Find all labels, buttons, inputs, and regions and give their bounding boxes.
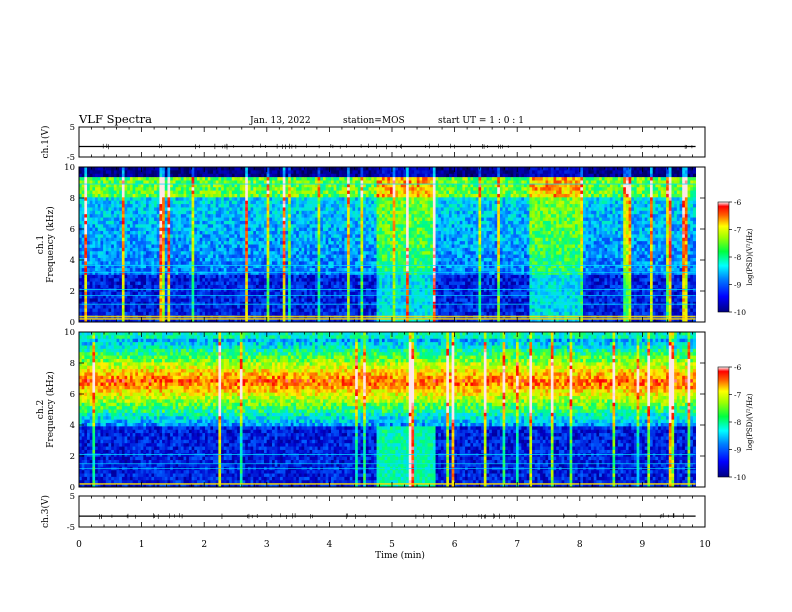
x-axis: Time (min) 0 1 2 3 4 5 6 7 8 9 10: [76, 540, 711, 561]
ch1-spectrogram-panel: 0 2 4 6 8 10 ch.1 Frequency (kHz): [36, 163, 706, 328]
x-tick-label: 9: [640, 540, 646, 550]
y-tick-label: 8: [70, 194, 75, 204]
colorbar-gradient: [717, 201, 730, 313]
y-tick-label: 10: [64, 328, 75, 338]
colorbar-tick-label: -8: [734, 418, 742, 427]
y-tick-label: 5: [70, 123, 75, 133]
x-tick-label: 6: [452, 540, 458, 550]
y-tick-label: 2: [70, 287, 75, 297]
y-tick-label: 8: [70, 359, 75, 369]
ch2-spectrogram-panel: 0 2 4 6 8 10 ch.2 Frequency (kHz): [36, 328, 706, 493]
x-tick-label: 5: [389, 540, 395, 550]
y-tick-label: 6: [70, 225, 75, 235]
colorbar-ch2: -6 -7 -8 -9 -10 log(PSD)(V²/Hz): [717, 363, 754, 482]
ch1-voltage-panel: 5 -5 ch.1(V): [40, 123, 706, 163]
y-tick-label: 0: [70, 318, 75, 328]
y-tick-label: -5: [67, 523, 75, 533]
y-tick-label: 5: [70, 492, 75, 502]
y-tick-label: 2: [70, 452, 75, 462]
y-axis-label: Frequency (kHz): [45, 371, 56, 448]
colorbar-gradient: [717, 366, 730, 478]
x-tick-label: 2: [201, 540, 207, 550]
colorbar-label: log(PSD)(V²/Hz): [746, 393, 754, 450]
x-tick-label: 10: [699, 540, 711, 550]
y-tick-label: 6: [70, 390, 75, 400]
figure-title: VLF Spectra: [78, 112, 152, 126]
station-label: station=MOS: [343, 116, 405, 126]
y-axis-label: ch.1(V): [40, 126, 51, 159]
x-tick-label: 8: [577, 540, 583, 550]
y-tick-label: 0: [70, 483, 75, 493]
x-tick-label: 7: [514, 540, 520, 550]
colorbar-label: log(PSD)(V²/Hz): [746, 228, 754, 285]
colorbar-ch1: -6 -7 -8 -9 -10 log(PSD)(V²/Hz): [717, 198, 754, 317]
colorbar-tick-label: -10: [734, 308, 746, 317]
y-tick-label: 4: [70, 256, 75, 266]
date-label: Jan. 13, 2022: [249, 116, 311, 126]
colorbar-tick-label: -7: [734, 226, 742, 235]
x-tick-label: 1: [139, 540, 145, 550]
start-ut-label: start UT = 1 : 0 : 1: [438, 116, 524, 126]
x-tick-label: 0: [76, 540, 82, 550]
colorbar-tick-label: -9: [734, 446, 742, 455]
spectrogram-image: [79, 167, 697, 323]
colorbar-tick-label: -10: [734, 473, 746, 482]
x-axis-label: Time (min): [375, 550, 425, 561]
colorbar-tick-label: -6: [734, 198, 742, 207]
y-tick-label: -5: [67, 153, 75, 163]
ch3-voltage-panel: 5 -5 ch.3(V): [40, 492, 706, 533]
spectrogram-image: [79, 332, 697, 488]
y-axis-label: Frequency (kHz): [45, 206, 56, 283]
y-axis-label: ch.1: [36, 235, 46, 254]
colorbar-tick-label: -7: [734, 391, 742, 400]
colorbar-tick-label: -8: [734, 253, 742, 262]
y-tick-label: 10: [64, 163, 75, 173]
y-axis-label: ch.3(V): [40, 495, 51, 528]
colorbar-tick-label: -9: [734, 281, 742, 290]
colorbar-tick-label: -6: [734, 363, 742, 372]
x-tick-label: 4: [327, 540, 333, 550]
y-axis-label: ch.2: [36, 400, 46, 419]
x-tick-label: 3: [264, 540, 270, 550]
y-tick-label: 4: [70, 421, 75, 431]
